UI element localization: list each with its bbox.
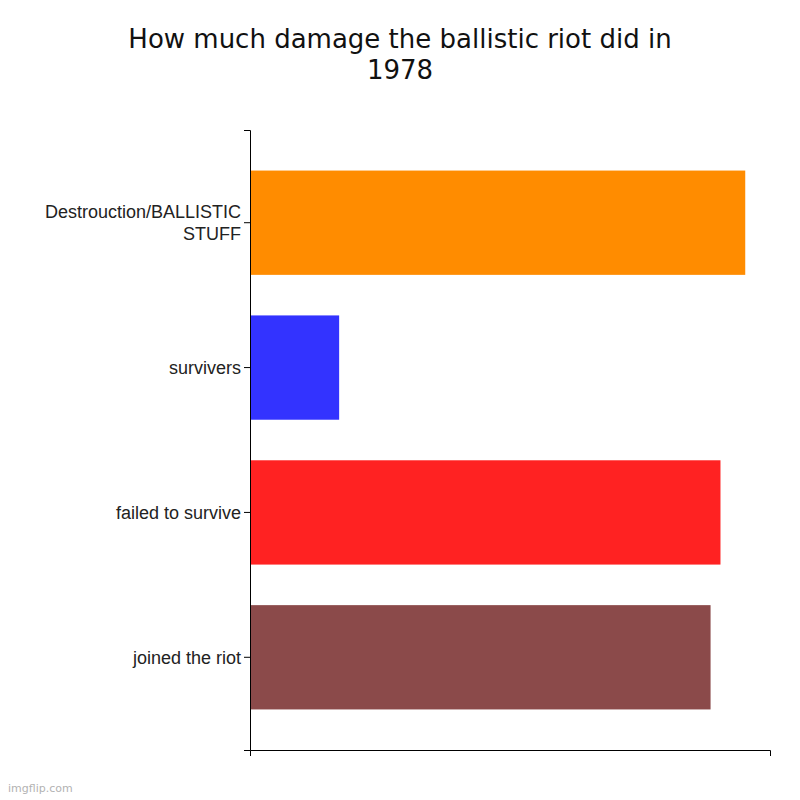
- y-tick: failed to survive: [116, 503, 250, 523]
- y-tick-mark: [244, 512, 250, 513]
- y-tick-mark: [244, 222, 250, 223]
- x-axis: [251, 751, 771, 757]
- bars: [250, 171, 745, 710]
- bar: [250, 315, 339, 419]
- y-tick-label: Destrouction/BALLISTICSTUFF: [45, 202, 241, 244]
- chart: Destrouction/BALLISTICSTUFF survivers fail…: [0, 0, 800, 800]
- y-tick-mark: [244, 367, 250, 368]
- y-tick-label: survivers: [169, 358, 241, 378]
- y-axis-line: [244, 131, 251, 751]
- y-axis: Destrouction/BALLISTICSTUFF survivers fail…: [45, 131, 251, 751]
- annotation: imgflip.com: [8, 782, 73, 795]
- y-tick: joined the riot: [132, 648, 250, 668]
- bar: [250, 460, 720, 564]
- y-tick-label: failed to survive: [116, 503, 241, 523]
- plot: Destrouction/BALLISTICSTUFF survivers fail…: [45, 131, 771, 757]
- bar: [250, 605, 711, 709]
- bar: [250, 171, 745, 275]
- title: How much damage the ballistic riot did i…: [128, 24, 671, 85]
- y-tick-mark: [244, 657, 250, 658]
- x-axis-line: [251, 751, 771, 757]
- y-tick: survivers: [169, 358, 250, 378]
- y-tick-label: joined the riot: [132, 648, 241, 668]
- y-tick: Destrouction/BALLISTICSTUFF: [45, 202, 250, 244]
